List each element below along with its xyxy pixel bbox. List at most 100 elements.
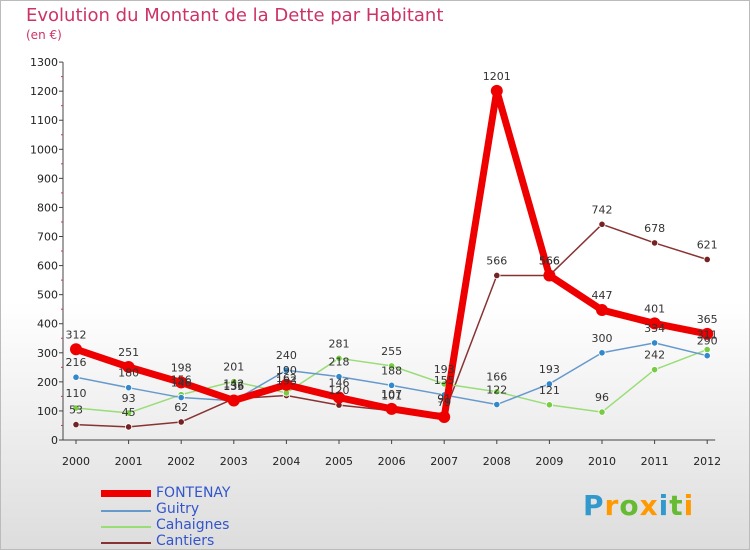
y-tick-label: 1000	[30, 143, 58, 156]
y-tick-label: 200	[37, 376, 58, 389]
data-point	[650, 339, 659, 347]
logo-letter: o	[619, 489, 640, 522]
x-tick-label: 2002	[167, 455, 195, 468]
x-tick-label: 2001	[115, 455, 143, 468]
data-point	[280, 378, 293, 391]
y-tick-label: 900	[37, 172, 58, 185]
y-tick-label: 300	[37, 347, 58, 360]
data-point	[72, 373, 80, 381]
x-tick-label: 2010	[588, 455, 616, 468]
data-point	[72, 404, 80, 412]
y-tick-label: 400	[37, 318, 58, 331]
data-label: 190	[276, 364, 297, 377]
x-tick-label: 2008	[483, 455, 511, 468]
data-point	[650, 366, 659, 374]
data-label: 156	[171, 374, 192, 387]
logo-letter: i	[658, 489, 670, 522]
data-label: 240	[276, 349, 297, 362]
y-tick-label: 100	[37, 405, 58, 418]
data-label: 121	[539, 384, 560, 397]
legend-swatch	[101, 510, 151, 512]
data-label: 101	[381, 390, 402, 403]
legend-label: FONTENAY	[156, 485, 231, 501]
data-label: 188	[381, 364, 402, 377]
data-point	[177, 393, 185, 402]
data-point	[72, 420, 80, 429]
x-tick-label: 2000	[62, 455, 90, 468]
data-label: 566	[539, 254, 560, 267]
data-label: 166	[486, 371, 507, 384]
legend-swatch	[101, 526, 151, 528]
data-label: 255	[381, 345, 402, 358]
data-label: 1201	[483, 70, 511, 83]
data-label: 290	[697, 335, 718, 348]
data-label: 311	[697, 329, 718, 342]
data-label: 312	[66, 328, 87, 341]
data-label: 62	[174, 401, 188, 414]
y-tick-label: 600	[37, 260, 58, 273]
x-tick-label: 2006	[378, 455, 406, 468]
y-tick-label: 0	[51, 434, 58, 447]
data-point	[703, 352, 711, 360]
data-label: 146	[171, 377, 192, 390]
data-point	[543, 269, 556, 282]
data-label: 566	[486, 254, 507, 267]
data-point	[125, 409, 133, 417]
data-point	[438, 411, 451, 424]
data-label: 135	[223, 380, 244, 393]
x-tick-label: 2007	[430, 455, 458, 468]
logo-letter: x	[639, 489, 659, 522]
data-label: 193	[539, 363, 560, 376]
data-point	[598, 349, 606, 357]
data-label: 107	[381, 388, 402, 401]
data-label: 242	[644, 349, 665, 362]
data-label: 142	[223, 378, 244, 391]
data-point	[650, 239, 659, 247]
logo-letter: r	[604, 489, 620, 522]
data-label: 146	[329, 377, 350, 390]
chart-subtitle: (en €)	[26, 28, 62, 42]
y-tick-label: 1200	[30, 85, 58, 98]
legend-swatch	[101, 490, 151, 497]
data-label: 120	[329, 384, 350, 397]
data-label: 218	[329, 356, 350, 369]
data-label: 281	[329, 337, 350, 350]
data-point	[703, 255, 711, 264]
data-label: 365	[697, 313, 718, 326]
x-tick-label: 2005	[325, 455, 353, 468]
logo-letter: i	[683, 489, 695, 522]
data-label: 79	[437, 396, 451, 409]
data-point	[175, 376, 188, 389]
data-label: 180	[118, 367, 139, 380]
data-point	[387, 362, 396, 370]
data-label: 93	[122, 392, 136, 405]
data-point	[493, 400, 501, 409]
data-label: 162	[276, 372, 297, 385]
data-label: 136	[223, 379, 244, 392]
data-label: 678	[644, 222, 665, 235]
x-tick-label: 2003	[220, 455, 248, 468]
data-point	[598, 220, 606, 228]
legend-label: Cantiers	[156, 533, 215, 549]
data-point	[122, 361, 135, 374]
data-label: 122	[486, 384, 507, 397]
data-label: 153	[276, 375, 297, 388]
y-tick-label: 700	[37, 231, 58, 244]
legend-label: Cahaignes	[156, 517, 230, 533]
data-label: 201	[223, 361, 244, 374]
data-point	[230, 377, 238, 386]
data-label: 334	[644, 322, 665, 335]
legend-label: Guitry	[156, 501, 200, 517]
data-point	[648, 317, 661, 330]
data-point	[335, 354, 343, 362]
data-label: 198	[171, 361, 192, 374]
data-label: 401	[644, 302, 665, 315]
data-point	[282, 366, 290, 374]
data-label: 216	[66, 356, 87, 369]
data-point	[493, 388, 501, 396]
logo-letter: t	[669, 489, 684, 522]
data-label: 91	[437, 393, 451, 406]
data-label: 45	[122, 406, 136, 419]
data-label: 251	[118, 346, 139, 359]
data-point	[545, 380, 554, 388]
